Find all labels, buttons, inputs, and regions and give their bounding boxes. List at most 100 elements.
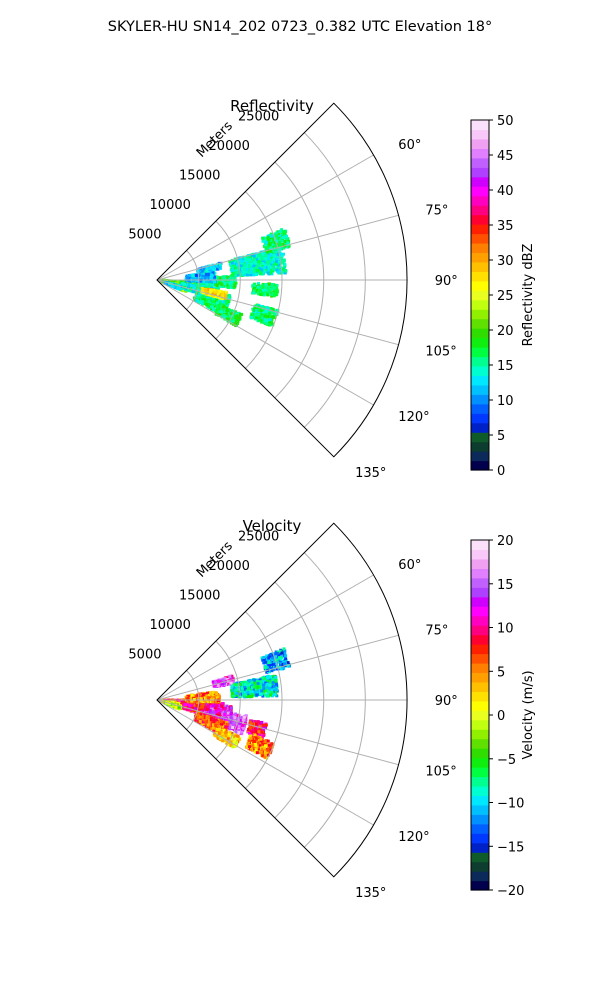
data-pixel [274,286,278,290]
data-pixel [173,699,177,703]
data-pixel [176,286,180,290]
data-pixel [258,289,261,292]
data-pixel [232,266,236,270]
data-pixel [272,285,276,289]
data-pixel [194,277,198,281]
data-pixel [256,290,260,294]
data-pixel [271,234,274,238]
data-pixel [228,314,232,318]
data-pixel [281,239,285,243]
data-pixel [263,239,267,243]
data-pixel [283,271,287,275]
data-pixel [268,243,272,247]
data-pixel [267,238,271,242]
data-pixel [166,282,170,286]
data-pixel [263,314,267,318]
colorbar-swatch [471,394,489,405]
data-pixel [255,265,259,269]
data-pixel [268,318,272,322]
data-pixel [272,294,276,298]
data-pixel [215,290,219,294]
data-pixel [211,300,215,304]
data-pixel [231,281,235,285]
data-pixel [226,296,230,299]
data-pixel [261,239,265,243]
data-pixel [205,269,209,273]
data-pixel [258,251,262,255]
data-pixel [257,254,261,257]
angle-tick-label: 105° [425,344,456,359]
data-pixel [189,286,193,290]
data-pixel [270,321,274,325]
data-pixel [278,230,282,233]
data-pixel [227,316,231,320]
data-pixel [252,273,256,277]
data-pixel [269,271,272,275]
data-pixel [213,290,217,294]
colorbar-swatch [471,365,489,377]
data-pixel [260,268,264,272]
data-pixel [264,322,268,326]
data-pixel [211,283,215,287]
data-pixel [205,282,209,286]
data-pixel [232,271,236,275]
data-pixel [263,269,267,273]
colorbar-tick-label: 45 [497,149,514,164]
colorbar-tick-label: 0 [497,464,505,479]
colorbar-swatch [471,195,489,206]
data-pixel [245,255,249,259]
colorbar-swatch [471,384,489,395]
data-pixel [216,299,220,303]
data-pixel [259,309,263,312]
colorbar-swatch [471,157,489,168]
data-pixel [205,266,209,270]
data-pixel [251,312,255,316]
data-pixel [264,286,268,290]
data-pixel [231,310,235,314]
data-pixel [274,258,278,261]
data-pixel [219,304,223,308]
data-pixel [267,282,271,286]
data-pixel [272,316,276,320]
data-pixel [256,292,260,296]
data-pixel [228,260,232,263]
data-pixel [230,286,234,289]
data-pixel [262,257,266,261]
data-pixel [230,275,234,279]
data-pixel [221,305,225,309]
data-pixel [212,277,216,281]
data-pixel [283,263,287,267]
colorbar-swatch [471,148,489,159]
data-pixel [225,301,229,305]
data-pixel [189,281,192,285]
data-pixel [217,310,221,314]
data-pixel [212,296,216,300]
data-pixel [215,297,219,301]
data-pixel [253,270,257,274]
data-pixel [213,271,217,275]
data-pixel [194,273,198,277]
data-pixel [218,281,222,285]
data-pixel [217,305,221,309]
colorbar-swatch [471,299,489,310]
data-pixel [276,252,280,256]
data-pixel [262,320,266,324]
data-pixel [200,272,204,276]
colorbar-swatch [471,422,489,433]
data-pixel [211,271,215,275]
data-pixel [173,285,177,289]
data-pixel [236,271,240,275]
colorbar-swatch [471,451,489,462]
data-pixel [189,283,193,287]
data-pixel [207,283,211,287]
colorbar-swatch [471,347,489,358]
data-pixel [272,313,276,317]
data-pixel [214,299,218,303]
data-pixel [277,271,281,275]
data-pixel [255,256,259,260]
data-pixel [275,284,279,288]
data-pixel [197,279,201,283]
data-pixel [200,286,204,290]
data-pixel [265,267,269,271]
